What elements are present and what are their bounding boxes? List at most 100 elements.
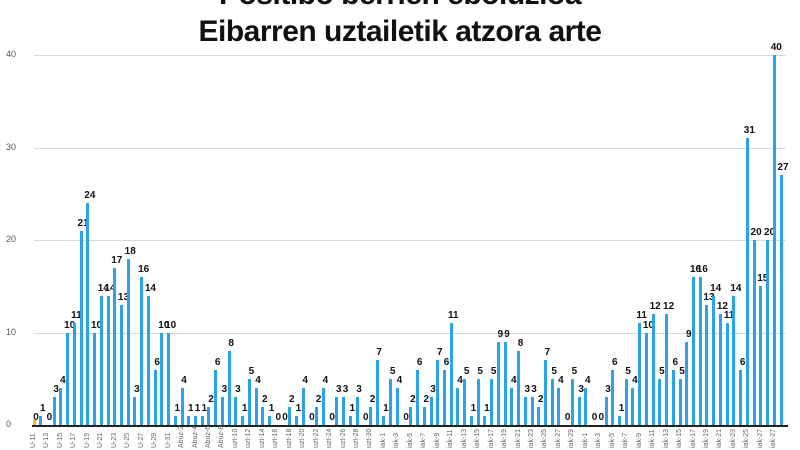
bar-value-label: 11 xyxy=(723,310,735,322)
y-tick-label: 10 xyxy=(6,326,17,337)
x-tick-label: iak-13 xyxy=(460,428,468,448)
data-bar xyxy=(72,323,76,425)
bar-value-label: 16 xyxy=(138,264,150,275)
data-bar xyxy=(106,295,110,425)
bar-value-label: 10 xyxy=(158,319,170,331)
x-tick-label: iak-11 xyxy=(649,429,657,448)
data-bar xyxy=(517,351,521,425)
bar-value-label: 5 xyxy=(625,365,631,377)
bar-value-label: 3 xyxy=(578,384,584,396)
data-bar xyxy=(496,341,500,425)
bar-value-label: 1 xyxy=(484,402,490,414)
x-tick-label: iak-7 xyxy=(420,432,428,448)
data-bar xyxy=(395,388,399,425)
bar-value-label: 6 xyxy=(443,356,450,368)
bar-value-label: 0 xyxy=(282,412,288,423)
data-bar xyxy=(294,415,298,425)
data-bar xyxy=(348,415,352,425)
data-bar xyxy=(342,397,346,425)
gridline xyxy=(34,147,786,149)
bar-value-label: 2 xyxy=(208,393,214,405)
data-bar xyxy=(167,332,171,425)
x-tick-label: iak-5 xyxy=(406,432,414,448)
bar-value-label: 0 xyxy=(564,412,571,423)
x-tick-label: iak-23 xyxy=(729,428,737,448)
bar-value-label: 0 xyxy=(362,412,369,423)
bar-value-label: 3 xyxy=(605,384,611,396)
x-tick-label: uzt-30 xyxy=(366,428,374,448)
x-tick-label: iak-25 xyxy=(541,428,549,448)
bar-value-label: 1 xyxy=(470,402,477,414)
data-bar xyxy=(550,378,554,425)
bar-value-label: 5 xyxy=(551,365,557,377)
data-bar xyxy=(577,397,581,425)
bar-value-label: 11 xyxy=(636,310,647,322)
bar-value-label: 24 xyxy=(84,190,96,201)
data-bar xyxy=(665,314,669,425)
bar-value-label: 18 xyxy=(124,245,136,257)
bar-value-label: 20 xyxy=(763,227,776,238)
x-tick-label: Abuz-8 xyxy=(218,425,226,448)
bar-value-label: 2 xyxy=(537,393,544,405)
data-bar xyxy=(288,406,292,425)
bar-value-label: 7 xyxy=(376,347,382,359)
bar-value-label: 17 xyxy=(111,254,123,266)
x-tick-label: iak-5 xyxy=(608,432,616,448)
bar-value-label: 0 xyxy=(275,412,282,423)
data-bar xyxy=(79,230,83,425)
bar-value-label: 3 xyxy=(524,384,531,396)
bar-value-label: 0 xyxy=(46,412,53,423)
data-bar xyxy=(153,369,157,425)
data-bar xyxy=(234,397,238,425)
x-tick-label: iak-1 xyxy=(379,432,387,448)
data-bar xyxy=(617,415,621,425)
x-tick-label: iak-15 xyxy=(676,428,684,448)
x-tick-label: iak-1 xyxy=(581,432,589,448)
data-bar xyxy=(638,323,642,425)
bar-value-label: 1 xyxy=(295,402,302,414)
bar-value-label: 16 xyxy=(689,264,702,275)
data-bar xyxy=(261,406,265,425)
bar-value-label: 13 xyxy=(703,291,715,303)
bar-value-label: 14 xyxy=(104,282,116,294)
data-bar xyxy=(510,388,514,425)
x-tick-label: uzt-18 xyxy=(285,428,293,448)
bar-value-label: 6 xyxy=(611,356,618,368)
data-bar xyxy=(59,388,63,425)
bar-value-label: 4 xyxy=(255,375,261,386)
y-tick-label: 30 xyxy=(6,141,17,152)
x-tick-label: uzt-28 xyxy=(353,428,361,448)
data-bar xyxy=(113,267,117,425)
data-bar xyxy=(631,388,635,425)
bar-value-label: 2 xyxy=(315,393,322,405)
x-tick-label: uzt-14 xyxy=(258,428,266,448)
bar-value-label: 5 xyxy=(389,365,396,377)
data-bar xyxy=(557,388,561,425)
bar-value-label: 8 xyxy=(228,338,234,349)
data-bar xyxy=(194,415,197,425)
bar-value-label: 3 xyxy=(430,384,436,396)
bar-value-label: 10 xyxy=(165,319,177,331)
x-tick-label: iak-21 xyxy=(514,428,522,448)
x-tick-label: U-17 xyxy=(70,432,78,448)
bar-value-label: 1 xyxy=(39,402,46,414)
data-bar xyxy=(416,369,420,425)
bar-value-label: 7 xyxy=(544,347,551,359)
data-bar xyxy=(389,378,393,425)
x-tick-label: iak-19 xyxy=(702,428,710,448)
bar-value-label: 10 xyxy=(91,319,103,331)
bar-value-label: 3 xyxy=(235,384,241,396)
bar-value-label: 4 xyxy=(396,375,403,386)
x-tick-label: iak-3 xyxy=(393,432,401,448)
bar-value-label: 2 xyxy=(369,393,376,405)
gridline xyxy=(34,55,786,56)
bar-value-label: 7 xyxy=(437,347,443,359)
bar-value-label: 5 xyxy=(490,365,497,377)
data-bar xyxy=(315,406,319,425)
bar-value-label: 12 xyxy=(716,301,728,312)
bar-value-label: 1 xyxy=(383,402,389,414)
data-bar xyxy=(39,415,43,425)
data-bar xyxy=(725,323,729,425)
data-bar xyxy=(355,397,359,425)
data-bar xyxy=(543,360,547,425)
